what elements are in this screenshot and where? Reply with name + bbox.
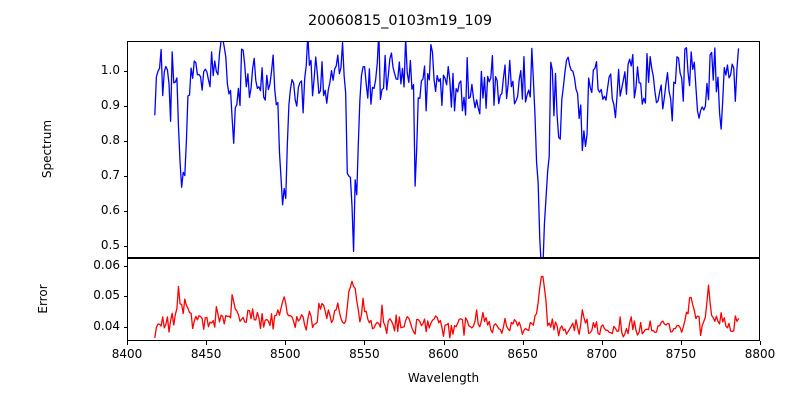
y-tick-mark	[123, 296, 127, 297]
x-tick-label: 8750	[665, 347, 697, 361]
y-tick-label: 0.5	[100, 237, 120, 252]
y-tick-mark	[123, 327, 127, 328]
y-tick-label: 0.05	[93, 288, 120, 303]
x-tick-label: 8650	[507, 347, 538, 361]
error-line	[154, 275, 740, 339]
y-tick-mark	[123, 176, 127, 177]
y-tick-mark	[123, 211, 127, 212]
x-tick-label: 8450	[190, 347, 222, 361]
y-tick-label: 0.06	[93, 257, 120, 272]
spectrum-series-plot	[154, 42, 740, 257]
y-tick-mark	[123, 266, 127, 267]
y-tick-label: 0.8	[100, 132, 120, 147]
y-axis-label-error: Error	[36, 284, 50, 314]
y-axis-label-spectrum: Spectrum	[40, 119, 54, 179]
y-tick-label: 0.6	[100, 202, 120, 217]
x-tick-label: 8800	[744, 347, 776, 361]
x-tick-mark	[206, 341, 207, 345]
y-tick-mark	[123, 71, 127, 72]
page-title: 20060815_0103m19_109	[307, 13, 493, 29]
y-tick-label: 0.04	[93, 319, 120, 334]
y-tick-mark	[123, 141, 127, 142]
x-tick-mark	[760, 341, 761, 345]
y-tick-label: 0.7	[100, 167, 120, 182]
x-tick-mark	[285, 341, 286, 345]
y-tick-mark	[123, 246, 127, 247]
plot-panel-error	[127, 258, 760, 341]
x-tick-mark	[127, 341, 128, 345]
x-tick-label: 8550	[349, 347, 380, 361]
x-tick-mark	[444, 341, 445, 345]
spectrum-line	[154, 42, 740, 257]
error-series-plot	[154, 275, 740, 339]
y-tick-mark	[123, 106, 127, 107]
x-tick-mark	[681, 341, 682, 345]
plot-panel-spectrum	[127, 41, 760, 258]
x-tick-label: 8700	[586, 347, 618, 361]
x-tick-label: 8400	[111, 347, 143, 361]
x-axis-label: Wavelength	[407, 371, 480, 385]
y-tick-label: 0.9	[100, 97, 120, 112]
x-tick-mark	[364, 341, 365, 345]
x-tick-mark	[602, 341, 603, 345]
x-tick-mark	[523, 341, 524, 345]
y-tick-label: 1.0	[100, 62, 120, 77]
x-tick-label: 8600	[428, 347, 459, 361]
x-tick-label: 8500	[269, 347, 301, 361]
